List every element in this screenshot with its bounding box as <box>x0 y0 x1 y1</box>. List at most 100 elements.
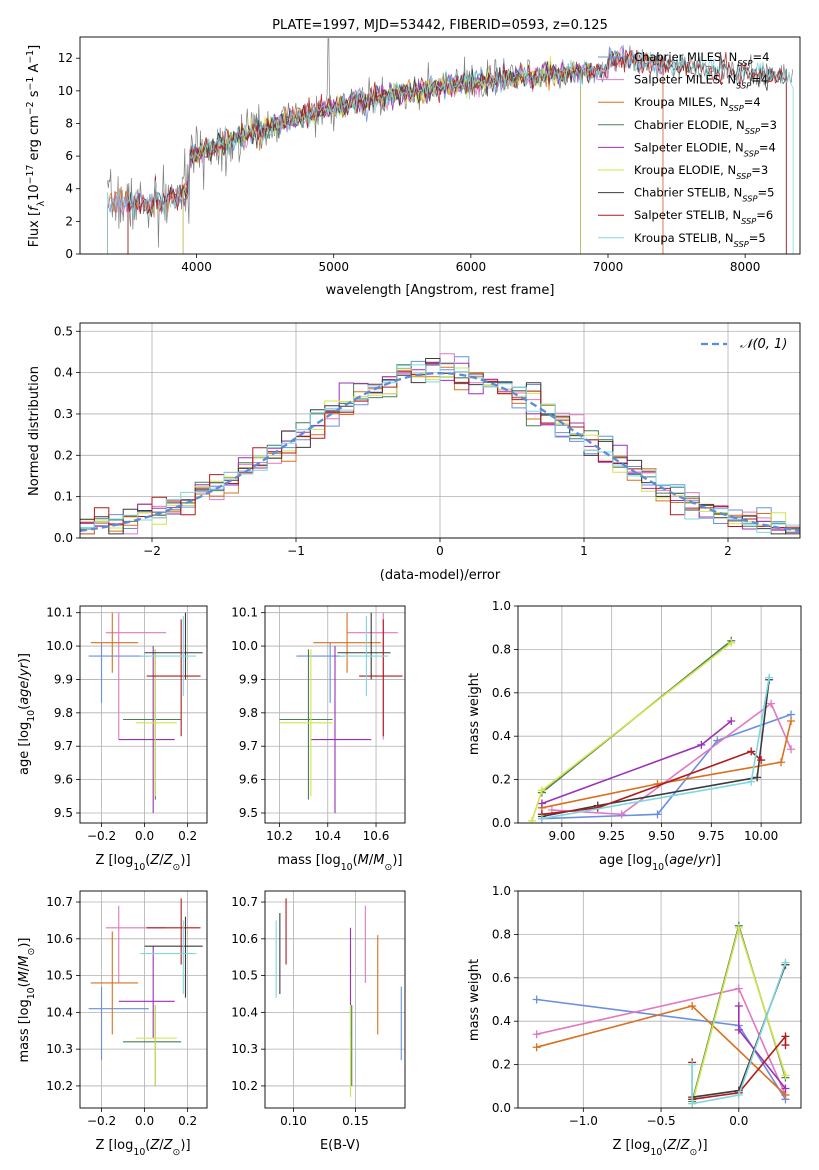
weight-marker <box>537 814 546 823</box>
panel-ebv-mass: 0.10 0.15 10.2 10.3 10.4 10.5 10.6 10.7 <box>231 890 406 1128</box>
y-tick-label: 0.2 <box>492 773 511 787</box>
errorbar-point-6 <box>337 612 391 680</box>
x-tick-label: 4000 <box>181 260 212 274</box>
axes-frame <box>264 890 406 1109</box>
y-tick-label: 9.8 <box>54 706 73 720</box>
panel-residuals: −2 −1 0 1 2 0.0 0.1 0.2 0.3 0.4 0.5 <box>54 322 801 558</box>
y-tick-label: 0.0 <box>492 816 511 830</box>
errorbar-point-1 <box>105 612 167 740</box>
errorbar-point-5 <box>279 649 333 797</box>
axes-frame <box>79 605 208 824</box>
y-tick-label: 1.0 <box>492 599 511 613</box>
weight-marker <box>781 1084 790 1093</box>
y-tick-label: 0.6 <box>492 686 511 700</box>
y-tick-label: 12 <box>58 51 73 65</box>
legend-label: Kroupa MILES, NSSP=4 <box>634 95 761 113</box>
weight-line-2 <box>541 720 792 809</box>
x-tick-label: 10.2 <box>266 829 293 843</box>
weight-marker <box>537 799 546 808</box>
y-tick-label: 0.8 <box>492 642 511 656</box>
x-axis-label: (data-model)/error <box>380 568 501 583</box>
y-tick-label: 9.9 <box>54 672 73 686</box>
x-tick-label: 9.00 <box>548 829 575 843</box>
panel-z-mass: −0.2 0.0 0.2 10.2 10.3 10.4 10.5 10.6 10.7 <box>46 890 208 1128</box>
weight-marker <box>537 786 546 795</box>
panel-mass-age: 10.2 10.4 10.6 9.5 9.6 9.7 9.8 9.9 10.0 10.1 <box>231 605 406 843</box>
weight-marker <box>734 1090 743 1099</box>
plot-area <box>532 921 790 1108</box>
x-axis-label: wavelength [Angstrom, rest frame] <box>326 283 555 298</box>
axes-frame <box>517 605 802 824</box>
weight-line-8 <box>691 962 787 1105</box>
y-tick-label: 0.0 <box>492 1101 511 1115</box>
weight-marker <box>697 740 706 749</box>
legend-label: Chabrier STELIB, NSSP=5 <box>634 186 774 204</box>
errorbar-point-8 <box>339 616 389 697</box>
grid <box>80 606 207 823</box>
y-tick-label: 9.8 <box>239 706 258 720</box>
x-tick-label: −0.2 <box>87 1114 116 1128</box>
errorbar-point-5 <box>135 1005 177 1086</box>
errorbar-point-4 <box>118 646 175 813</box>
grid <box>518 605 801 824</box>
x-tick-label: 10.00 <box>744 829 778 843</box>
y-tick-label: 10.0 <box>231 639 258 653</box>
legend-label: Salpeter MILES, NSSP=4 <box>634 73 768 91</box>
x-tick-label: 9.25 <box>598 829 625 843</box>
weight-marker <box>532 1030 541 1039</box>
weight-marker <box>688 1060 697 1069</box>
errorbar-point-4 <box>118 946 175 1039</box>
y-tick-label: 10.3 <box>46 1042 73 1056</box>
y-tick-label: 0 <box>65 247 73 261</box>
weight-marker <box>532 1043 541 1052</box>
x-tick-label: 0.0 <box>729 1114 748 1128</box>
x-tick-label: 8000 <box>730 260 761 274</box>
x-tick-label: 5000 <box>318 260 349 274</box>
y-tick-label: 10.3 <box>231 1042 258 1056</box>
y-tick-label: 0.4 <box>54 366 73 380</box>
x-axis-label: Z [log10(Z/Z⊙)] <box>95 1138 190 1158</box>
weight-line-1 <box>551 702 792 816</box>
y-tick-label: 0.4 <box>492 729 511 743</box>
x-tick-label: −1.0 <box>569 1114 598 1128</box>
y-tick-label: 10.1 <box>46 606 73 620</box>
errorbar-point-5 <box>135 649 177 797</box>
weight-marker <box>734 1002 743 1011</box>
panel-z-weight: −1.0 −0.5 0.0 0.0 0.2 0.4 0.6 0.8 1.0 <box>492 884 802 1128</box>
y-tick-label: 0.1 <box>54 490 73 504</box>
weight-marker <box>532 995 541 1004</box>
model-line-8 <box>107 47 794 254</box>
errorbar-point-7 <box>146 898 201 965</box>
errorbar-point-8 <box>140 616 197 697</box>
y-tick-label: 0.8 <box>492 927 511 941</box>
x-tick-label: 0.2 <box>178 1114 197 1128</box>
weight-marker <box>777 758 786 767</box>
y-tick-label: 0.6 <box>492 971 511 985</box>
weight-marker <box>787 745 796 754</box>
y-tick-label: 9.7 <box>54 739 73 753</box>
errorbar-point-0 <box>296 642 345 703</box>
legend-label: Salpeter STELIB, NSSP=6 <box>634 208 773 226</box>
x-axis-label: Z [log10(Z/Z⊙)] <box>612 1138 707 1158</box>
legend-label: Salpeter ELODIE, NSSP=4 <box>634 140 776 158</box>
weight-marker <box>727 638 736 647</box>
weight-marker <box>734 984 743 993</box>
plot-area <box>80 353 800 535</box>
weight-line-6 <box>541 679 770 818</box>
x-tick-label: −2 <box>143 544 161 558</box>
x-tick-label: −0.5 <box>646 1114 675 1128</box>
y-tick-label: 9.9 <box>239 672 258 686</box>
y-axis-label: mass weight <box>467 959 482 1041</box>
y-axis-label: mass [log10(M/M⊙)] <box>17 938 37 1063</box>
y-tick-label: 0.0 <box>54 531 73 545</box>
y-tick-label: 0.2 <box>492 1058 511 1072</box>
y-tick-label: 10.1 <box>231 606 258 620</box>
x-tick-label: 0.0 <box>135 829 154 843</box>
plot-area <box>88 612 203 813</box>
weight-marker <box>688 1099 697 1108</box>
y-tick-label: 9.5 <box>54 806 73 820</box>
y-tick-label: 10.6 <box>231 932 258 946</box>
plot-area <box>527 636 796 823</box>
y-tick-label: 6 <box>65 149 73 163</box>
y-tick-label: 10.5 <box>46 969 73 983</box>
